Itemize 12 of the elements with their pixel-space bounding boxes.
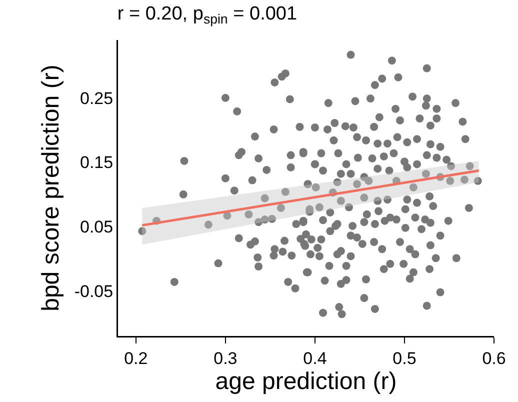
chart-title: r = 0.20, p$_{spin}$ = 0.001 [117, 3, 298, 26]
x-tick-label: 0.3 [214, 348, 238, 368]
y-axis-title: bpd score prediction (r) [38, 64, 65, 312]
y-tick-label: 0.15 [80, 153, 114, 172]
x-tick-label: 0.4 [303, 348, 327, 368]
y-tick-label: -0.05 [74, 282, 114, 301]
x-tick-label: 0.5 [392, 348, 416, 368]
y-tick-label: 0.05 [80, 218, 114, 237]
x-tick-label: 0.6 [482, 348, 506, 368]
y-tick-label: 0.25 [80, 88, 114, 108]
x-axis-title: age prediction (r) [215, 368, 397, 395]
x-tick-label: 0.2 [124, 348, 148, 368]
